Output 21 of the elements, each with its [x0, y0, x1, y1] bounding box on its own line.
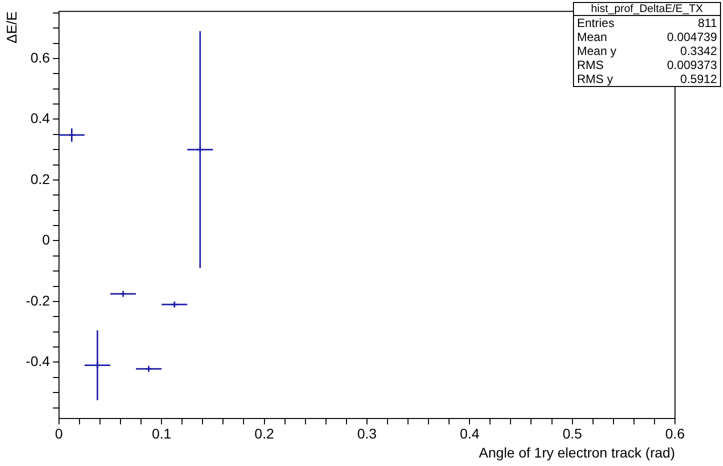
text: Mean 0.004739 — [577, 30, 717, 44]
text: Entries 811 — [577, 16, 717, 30]
y-axis-title: ΔE/E — [3, 11, 20, 44]
x-tick-label: 0.1 — [152, 426, 172, 442]
x-tick-label: 0.5 — [562, 426, 582, 442]
y-tick-label: 0.4 — [30, 110, 50, 126]
y-tick-label: 0.2 — [30, 170, 50, 187]
x-tick-label: 0.3 — [357, 426, 377, 442]
text: Mean y 0.3342 — [577, 44, 717, 58]
y-tick-label: 0 — [42, 232, 50, 248]
x-axis-title: Angle of 1ry electron track (rad) — [478, 444, 675, 460]
x-tick-label: 0.2 — [254, 426, 274, 442]
x-tick-label: 0.6 — [665, 426, 685, 442]
text: RMS y 0.5912 — [577, 72, 717, 86]
y-tick-label: -0.2 — [26, 292, 50, 308]
text: RMS 0.009373 — [577, 58, 717, 72]
x-tick-label: 0.4 — [460, 426, 480, 442]
y-tick-label: 0.6 — [30, 49, 50, 66]
y-tick-label: -0.4 — [26, 353, 50, 370]
annotation: hist_prof_DeltaE/E_TX — [574, 3, 720, 16]
x-tick-label: 0 — [55, 426, 64, 442]
